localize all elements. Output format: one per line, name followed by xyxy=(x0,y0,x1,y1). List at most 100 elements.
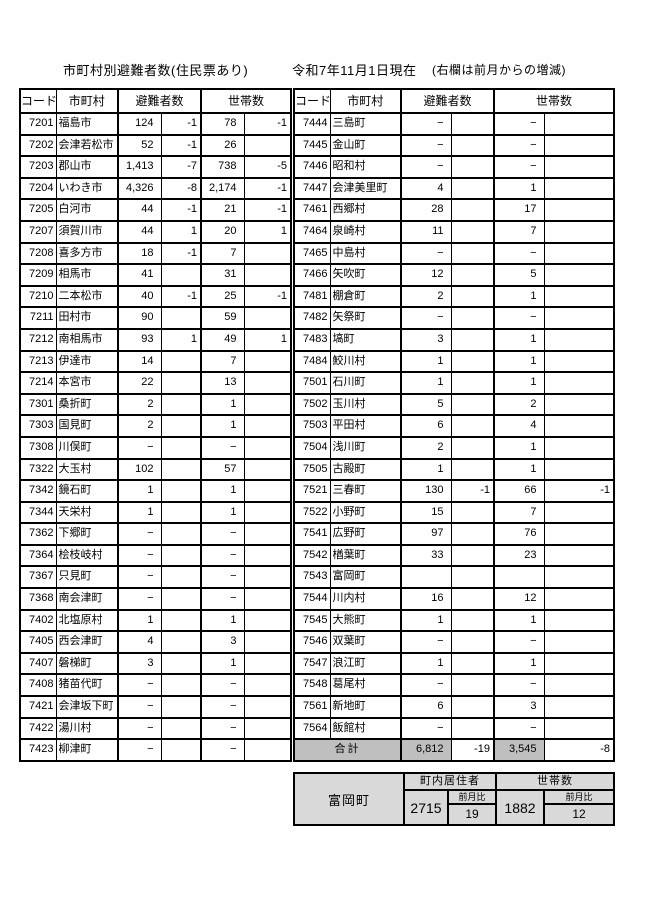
table-row: 7344 天栄村 1 1 xyxy=(19,500,292,525)
total-label: 合計 xyxy=(293,738,402,762)
table-row: 7405 西会津町 4 3 xyxy=(19,630,292,654)
cell-code: 7204 xyxy=(19,176,57,201)
cell-evacuees: 2 xyxy=(117,414,162,438)
cell-evacuees: 6 xyxy=(400,414,452,438)
cell-evacuees-diff xyxy=(450,371,496,395)
cell-households: 1 xyxy=(200,651,245,676)
cell-households: − xyxy=(200,587,245,611)
table-row: 7301 桑折町 2 1 xyxy=(19,392,292,417)
cell-households: − xyxy=(200,565,245,590)
cell-evacuees: 2 xyxy=(117,392,162,417)
cell-municipality: 只見町 xyxy=(55,565,119,590)
cell-evacuees-diff: -1 xyxy=(160,241,203,266)
summary-residents-prev-label: 前月比 xyxy=(447,789,497,805)
cell-code: 7402 xyxy=(19,608,57,633)
cell-code: 7214 xyxy=(19,371,57,395)
tomioka-summary-table: 富岡町 町内居住者 世帯数 2715 前月比 1882 前月比 19 12 xyxy=(293,772,615,826)
cell-code: 7201 xyxy=(19,112,57,136)
cell-municipality: 猪苗代町 xyxy=(55,673,119,698)
cell-evacuees-diff xyxy=(160,435,203,460)
cell-evacuees-diff xyxy=(450,306,496,330)
cell-evacuees-diff xyxy=(160,522,203,546)
cell-code: 7501 xyxy=(293,371,331,395)
cell-evacuees-diff xyxy=(450,543,496,568)
cell-evacuees-diff xyxy=(450,263,496,287)
cell-evacuees: 1 xyxy=(117,479,162,503)
cell-code: 7308 xyxy=(19,435,57,460)
cell-households: 1 xyxy=(493,457,545,482)
table-row: 7482 矢祭町 − − xyxy=(293,306,615,330)
cell-code: 7461 xyxy=(293,198,331,222)
cell-households-diff xyxy=(543,392,615,417)
cell-households: 7 xyxy=(200,241,245,266)
cell-households: 1 xyxy=(493,349,545,374)
cell-municipality: 葛尾村 xyxy=(329,673,402,698)
cell-evacuees-diff xyxy=(160,543,203,568)
cell-evacuees: − xyxy=(400,133,452,158)
cell-households: 66 xyxy=(493,479,545,503)
cell-households: 7 xyxy=(493,219,545,244)
cell-municipality: 白河市 xyxy=(55,198,119,222)
cell-municipality: 石川町 xyxy=(329,371,402,395)
cell-municipality: 浪江町 xyxy=(329,651,402,676)
cell-households-diff xyxy=(543,457,615,482)
total-evacuees: 6,812 xyxy=(400,738,452,762)
cell-households-diff xyxy=(543,500,615,525)
cell-municipality: 桧枝岐村 xyxy=(55,543,119,568)
cell-evacuees: 1 xyxy=(117,500,162,525)
cell-households: 1 xyxy=(200,414,245,438)
cell-evacuees: 1 xyxy=(400,651,452,676)
cell-evacuees-diff xyxy=(450,608,496,633)
cell-households: 21 xyxy=(200,198,245,222)
cell-households-diff xyxy=(243,414,292,438)
cell-evacuees: 6 xyxy=(400,695,452,719)
cell-municipality: 小野町 xyxy=(329,500,402,525)
cell-households-diff xyxy=(243,673,292,698)
cell-households-diff xyxy=(543,543,615,568)
cell-households-diff xyxy=(243,608,292,633)
cell-households: 49 xyxy=(200,327,245,352)
cell-households: 1 xyxy=(493,176,545,201)
cell-households-diff xyxy=(543,608,615,633)
cell-households: 1 xyxy=(200,608,245,633)
table-row: 7204 いわき市 4,326 -8 2,174 -1 xyxy=(19,176,292,201)
cell-households: 13 xyxy=(200,371,245,395)
cell-households-diff xyxy=(543,133,615,158)
cell-evacuees: 93 xyxy=(117,327,162,352)
cell-code: 7447 xyxy=(293,176,331,201)
cell-households-diff xyxy=(543,155,615,179)
table-row: 7545 大熊町 1 1 xyxy=(293,608,615,633)
table-row: 7303 国見町 2 1 xyxy=(19,414,292,438)
table-row: 7547 浪江町 1 1 xyxy=(293,651,615,676)
table-row: 7544 川内村 16 12 xyxy=(293,587,615,611)
cell-households: 1 xyxy=(493,371,545,395)
cell-evacuees-diff xyxy=(160,695,203,719)
table-row: 7212 南相馬市 93 1 49 1 xyxy=(19,327,292,352)
cell-evacuees: − xyxy=(117,716,162,741)
table-row: 7201 福島市 124 -1 78 -1 xyxy=(19,112,292,136)
cell-code: 7546 xyxy=(293,630,331,654)
table-row: 7214 本宮市 22 13 xyxy=(19,371,292,395)
cell-evacuees-diff: -1 xyxy=(450,479,496,503)
cell-households: 3 xyxy=(200,630,245,654)
cell-evacuees: − xyxy=(117,543,162,568)
cell-evacuees: 124 xyxy=(117,112,162,136)
cell-households: − xyxy=(200,695,245,719)
cell-households-diff xyxy=(543,176,615,201)
cell-municipality: 鮫川村 xyxy=(329,349,402,374)
cell-households-diff xyxy=(543,587,615,611)
cell-code: 7543 xyxy=(293,565,331,590)
table-row: 7504 浅川町 2 1 xyxy=(293,435,615,460)
table-row: 7501 石川町 1 1 xyxy=(293,371,615,395)
table-row: 7423 柳津町 − − xyxy=(19,738,292,762)
table-row: 7502 玉川村 5 2 xyxy=(293,392,615,417)
cell-households-diff xyxy=(243,133,292,158)
cell-evacuees: 1 xyxy=(400,349,452,374)
cell-evacuees: 15 xyxy=(400,500,452,525)
cell-households-diff xyxy=(243,630,292,654)
cell-households: 78 xyxy=(200,112,245,136)
cell-code: 7407 xyxy=(19,651,57,676)
table-row: 7522 小野町 15 7 xyxy=(293,500,615,525)
title-note: (右欄は前月からの増減) xyxy=(432,63,566,77)
cell-evacuees-diff xyxy=(160,392,203,417)
